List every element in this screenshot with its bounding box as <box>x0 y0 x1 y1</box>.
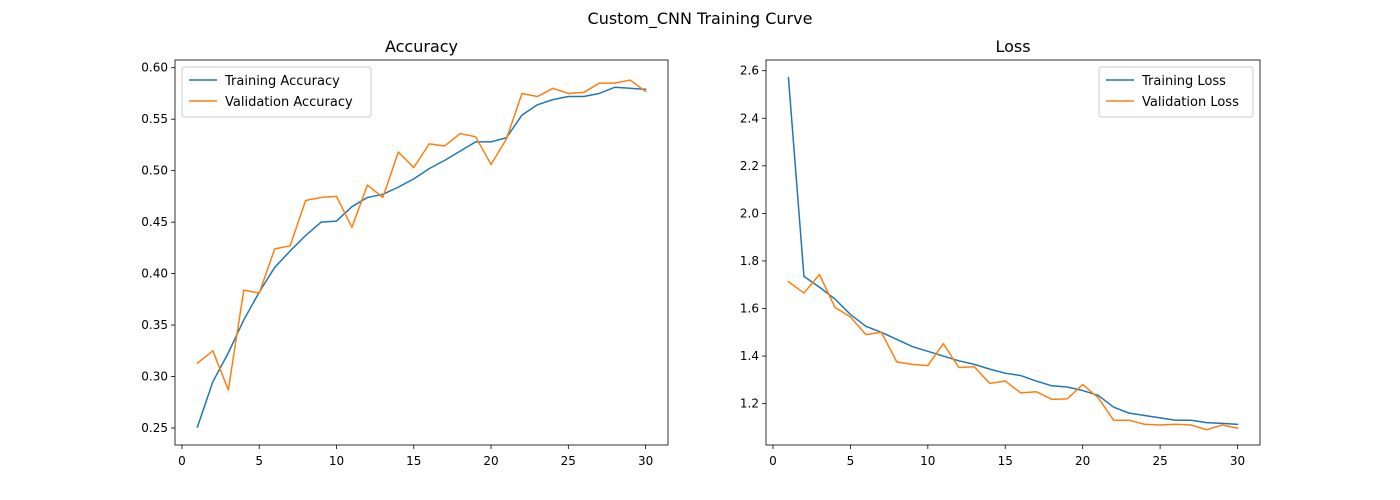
chart-0-title: Accuracy <box>385 37 458 56</box>
chart-1-xtick-label: 20 <box>1075 454 1090 468</box>
chart-1-ytick-label: 2.4 <box>740 111 759 125</box>
chart-1-ytick-label: 1.2 <box>740 397 759 411</box>
figure-title: Custom_CNN Training Curve <box>588 9 813 29</box>
chart-0-xtick-label: 15 <box>406 454 421 468</box>
chart-1-xtick-label: 15 <box>998 454 1013 468</box>
chart-0-xtick-label: 5 <box>255 454 263 468</box>
chart-0-xtick-label: 0 <box>178 454 186 468</box>
chart-0-xtick-label: 30 <box>638 454 653 468</box>
chart-1-ytick-label: 1.6 <box>740 302 759 316</box>
chart-1-legend-box <box>1098 66 1254 118</box>
chart-0-ytick-label: 0.30 <box>141 370 168 384</box>
chart-1-series-1-line <box>787 273 1239 431</box>
chart-1-ytick-label: 1.8 <box>740 254 759 268</box>
chart-0-ytick-label: 0.60 <box>141 61 168 75</box>
chart-1-ytick-label: 1.4 <box>740 349 759 363</box>
chart-0-legend-label-1: Validation Accuracy <box>225 95 353 110</box>
chart-1-ytick-label: 2.6 <box>740 64 759 78</box>
chart-1-legend-label-1: Validation Loss <box>1142 95 1239 110</box>
chart-1-title: Loss <box>995 37 1030 56</box>
chart-1-xtick-label: 25 <box>1152 454 1167 468</box>
chart-0-series-1-line <box>196 79 647 391</box>
chart-0-xtick-label: 20 <box>483 454 498 468</box>
chart-0-ytick-label: 0.25 <box>141 421 168 435</box>
chart-0-xtick-label: 10 <box>329 454 344 468</box>
chart-1-series-0-line <box>787 77 1239 426</box>
chart-0-legend-label-0: Training Accuracy <box>224 74 340 89</box>
chart-0-xtick-label: 25 <box>561 454 576 468</box>
chart-0-ytick-label: 0.50 <box>141 164 168 178</box>
chart-0-series-0-line <box>196 86 647 428</box>
chart-0-legend-box <box>181 66 372 118</box>
chart-1-xtick-label: 30 <box>1230 454 1245 468</box>
chart-1-ytick-label: 2.2 <box>740 159 759 173</box>
loss-chart: Loss 0 5 10 15 20 25 30 1.2 1.4 1.6 1.8 2.0 2.2 2.4 2.6… <box>740 37 1261 468</box>
chart-0-ytick-label: 0.55 <box>141 112 168 126</box>
chart-1-xtick-label: 10 <box>920 454 935 468</box>
chart-1-ytick-label: 2.0 <box>740 206 759 220</box>
accuracy-chart: Accuracy 0 5 10 15 20 25 30 0.25 0.30 0.35 0.40 0.45… <box>141 37 669 468</box>
chart-1-axes-frame <box>765 59 1261 446</box>
chart-1-xtick-label: 5 <box>847 454 855 468</box>
chart-0-ytick-label: 0.40 <box>141 267 168 281</box>
chart-0-axes-frame <box>174 59 669 446</box>
chart-0-ytick-label: 0.35 <box>141 318 168 332</box>
chart-1-legend: Training Loss Validation Loss <box>1098 66 1254 118</box>
chart-1-xtick-label: 0 <box>769 454 777 468</box>
chart-1-legend-label-0: Training Loss <box>1141 74 1226 89</box>
chart-0-legend: Training Accuracy Validation Accuracy <box>181 66 372 118</box>
chart-0-ytick-label: 0.45 <box>141 215 168 229</box>
